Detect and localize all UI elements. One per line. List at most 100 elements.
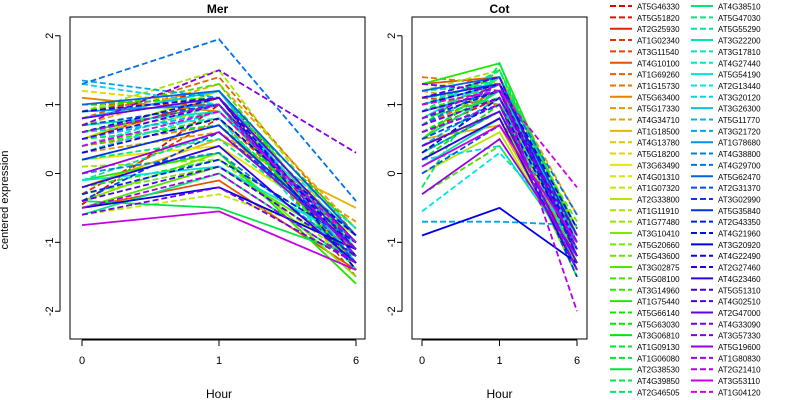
legend-label: AT2G27460 bbox=[718, 264, 761, 273]
legend-label: AT4G21960 bbox=[718, 230, 761, 239]
series-line-at2g43350 bbox=[81, 158, 357, 244]
legend-label: AT5G11770 bbox=[718, 116, 761, 125]
legend-label: AT2G38530 bbox=[637, 366, 680, 375]
legend-label: AT3G02990 bbox=[718, 195, 761, 204]
legend-label: AT3G63490 bbox=[637, 161, 680, 170]
series-line-at3g20920 bbox=[421, 206, 578, 264]
x-axis-label: Hour bbox=[206, 387, 232, 400]
legend-label: AT4G13780 bbox=[637, 139, 680, 148]
x-axis-label: Hour bbox=[486, 387, 512, 400]
series-line-at5g19600 bbox=[421, 137, 578, 257]
legend-label: AT5G51820 bbox=[637, 14, 680, 23]
y-tick-label: 2 bbox=[44, 33, 56, 39]
series-line-at4g21960 bbox=[81, 96, 357, 271]
plot-frame bbox=[69, 16, 366, 340]
legend-label: AT2G21410 bbox=[718, 366, 761, 375]
series-line-at5g51310 bbox=[421, 89, 578, 243]
legend-label: AT3G10410 bbox=[637, 230, 680, 239]
legend-label: AT5G51310 bbox=[718, 286, 761, 295]
series-line-at4g22490 bbox=[81, 117, 357, 237]
legend-label: AT2G33800 bbox=[637, 195, 680, 204]
legend-label: AT5G19600 bbox=[718, 343, 761, 352]
series-line-at5g54190 bbox=[81, 165, 357, 244]
legend-label: AT5G17330 bbox=[637, 105, 680, 114]
legend-label: AT1G78680 bbox=[718, 139, 761, 148]
legend-label: AT4G29700 bbox=[718, 161, 761, 170]
plot-frame bbox=[411, 16, 588, 340]
legend-label: AT3G53110 bbox=[718, 377, 761, 386]
series-line-at3g11540 bbox=[82, 103, 357, 278]
series-line-at1g80830 bbox=[421, 103, 578, 271]
legend-label: AT1G80830 bbox=[718, 354, 761, 363]
legend-label: AT2G13440 bbox=[718, 82, 761, 91]
series-line-at5g19600 bbox=[81, 131, 357, 250]
legend-label: AT4G38800 bbox=[718, 150, 761, 159]
y-tick-label: -2 bbox=[386, 306, 398, 316]
legend: AT5G46330 AT5G51820 AT2G25930 AT1G02340 AT3G… bbox=[610, 3, 761, 397]
y-tick-label: 0 bbox=[44, 170, 56, 176]
series-line-at5g51310 bbox=[81, 103, 357, 250]
series-line-at3g57330 bbox=[421, 83, 578, 250]
legend-label: AT1G69260 bbox=[637, 71, 680, 80]
legend-label: AT2G31370 bbox=[718, 184, 761, 193]
legend-label: AT5G63400 bbox=[637, 93, 680, 102]
y-axis-label: centered expression bbox=[0, 150, 11, 249]
series-line-at3g53110 bbox=[81, 210, 357, 271]
legend-label: AT1G07320 bbox=[637, 184, 680, 193]
legend-label: AT3G02875 bbox=[637, 264, 680, 273]
series-line-at4g02510 bbox=[421, 76, 578, 257]
series-line-at2g27460 bbox=[421, 82, 578, 230]
legend-label: AT1G77480 bbox=[637, 218, 680, 227]
legend-label: AT5G18200 bbox=[637, 150, 680, 159]
panel-mer: Mer 0 1 6 Hour 2 1 0 -1 -2 centered expression bbox=[0, 2, 366, 400]
series-line-at2g13440 bbox=[81, 110, 357, 230]
legend-label: AT4G38510 bbox=[718, 3, 761, 12]
series-line-at4g29700 bbox=[81, 38, 357, 202]
legend-label: AT5G20660 bbox=[637, 241, 680, 250]
legend-label: AT1G06080 bbox=[637, 354, 680, 363]
y-tick-label: 1 bbox=[44, 102, 56, 108]
series-line-at5g35840 bbox=[81, 124, 357, 250]
series-line-at2g21410 bbox=[421, 82, 578, 312]
y-tick-label: 1 bbox=[386, 102, 398, 108]
legend-label: AT3G20920 bbox=[718, 241, 761, 250]
panel-title: Cot bbox=[490, 2, 510, 16]
legend-label: AT3G14960 bbox=[637, 286, 680, 295]
legend-label: AT5G46330 bbox=[637, 3, 680, 12]
legend-label: AT4G39850 bbox=[637, 377, 680, 386]
y-tick-label: 0 bbox=[386, 170, 398, 176]
legend-label: AT4G33090 bbox=[718, 320, 761, 329]
legend-label: AT5G43600 bbox=[637, 252, 680, 261]
series-line-at2g47000 bbox=[81, 96, 357, 244]
x-tick-label: 1 bbox=[216, 355, 222, 367]
y-tick-label: -2 bbox=[44, 306, 56, 316]
legend-label: AT4G10100 bbox=[637, 59, 680, 68]
series-line-at2g21410 bbox=[81, 103, 357, 257]
series-line-at4g38800 bbox=[81, 151, 357, 257]
x-tick-label: 0 bbox=[419, 355, 425, 367]
series-line-at4g33090 bbox=[81, 186, 357, 264]
series-line-at1g04120 bbox=[81, 110, 357, 244]
x-tick-label: 0 bbox=[79, 355, 85, 367]
legend-label: AT5G08100 bbox=[637, 275, 680, 284]
legend-label: AT3G17810 bbox=[718, 48, 761, 57]
series-line-at3g57330 bbox=[81, 69, 357, 154]
series-line-at3g53110 bbox=[421, 124, 578, 243]
series-line-at4g29700 bbox=[421, 82, 578, 216]
legend-label: AT4G01310 bbox=[637, 173, 680, 182]
series-line-at1g80830 bbox=[81, 172, 357, 264]
legend-label: AT5G66140 bbox=[637, 309, 680, 318]
x-tick-label: 1 bbox=[496, 355, 502, 367]
legend-label: AT5G63030 bbox=[637, 320, 680, 329]
legend-label: AT2G46505 bbox=[637, 388, 680, 397]
series-line-at1g69260 bbox=[81, 76, 357, 237]
legend-label: AT1G18500 bbox=[637, 127, 680, 136]
legend-label: AT3G20120 bbox=[718, 93, 761, 102]
legend-label: AT5G54190 bbox=[718, 71, 761, 80]
x-tick-label: 6 bbox=[574, 355, 580, 367]
y-tick-label: -1 bbox=[44, 237, 56, 247]
legend-label: AT1G11910 bbox=[637, 207, 680, 216]
series-line-at4g33090 bbox=[421, 96, 578, 236]
legend-label: AT1G04120 bbox=[718, 388, 761, 397]
